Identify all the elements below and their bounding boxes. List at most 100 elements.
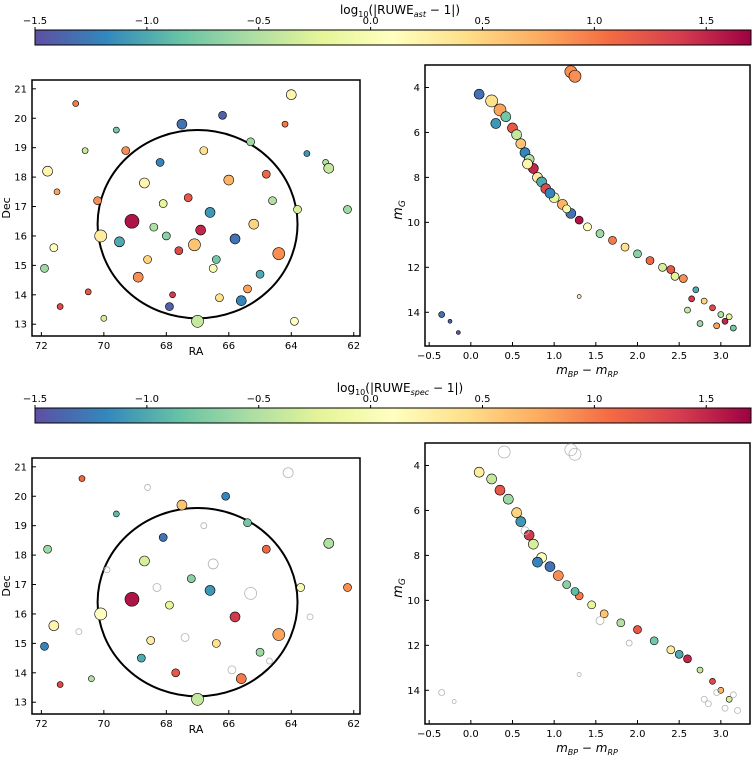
star-marker — [174, 246, 184, 255]
star-marker — [261, 169, 271, 179]
x-tick-label: 1.5 — [588, 351, 604, 362]
star-marker-faded — [103, 566, 111, 574]
star-marker — [447, 318, 453, 324]
star-marker — [212, 639, 221, 648]
cmd-plot-ast-ylabel: mG — [391, 200, 408, 220]
star-marker — [176, 118, 188, 130]
star-marker — [48, 620, 60, 632]
star-marker — [674, 650, 684, 659]
star-marker — [176, 499, 188, 511]
x-tick-label: 0.5 — [505, 351, 521, 362]
star-marker — [595, 229, 605, 238]
x-tick-label: 62 — [347, 719, 360, 730]
star-marker-faded — [207, 558, 219, 570]
star-marker-faded — [451, 699, 457, 704]
star-marker — [53, 188, 61, 196]
y-tick-label: 14 — [14, 668, 27, 679]
star-marker — [162, 231, 171, 241]
star-marker — [191, 692, 204, 706]
star-marker — [343, 205, 352, 214]
star-marker — [649, 636, 659, 646]
colorbar-tick-label: 0.0 — [363, 16, 379, 27]
star-marker — [725, 313, 733, 321]
colorbar-ruwe-spec-bar — [34, 407, 752, 424]
star-marker — [570, 587, 580, 596]
star-marker — [93, 196, 102, 205]
star-marker — [78, 475, 86, 482]
star-marker — [215, 293, 224, 303]
star-marker — [235, 673, 247, 684]
star-marker — [84, 288, 92, 296]
star-marker — [204, 207, 216, 218]
star-marker — [721, 317, 729, 325]
colorbar-tick-label: 0.5 — [475, 16, 491, 27]
star-marker — [248, 218, 260, 230]
star-marker — [658, 263, 667, 272]
star-marker — [343, 583, 352, 592]
sky-plot-ast-ylabel: Dec — [0, 197, 13, 218]
y-tick-label: 15 — [14, 639, 27, 650]
x-tick-label: 66 — [222, 719, 235, 730]
sky-plot-spec-xlabel: RA — [189, 723, 204, 736]
star-marker-faded — [244, 586, 258, 600]
star-marker — [688, 295, 695, 303]
colorbar-tick-label: 1.0 — [586, 16, 602, 27]
x-tick-label: 68 — [160, 719, 173, 730]
sky-plot-spec-frame — [31, 457, 361, 715]
star-marker — [72, 100, 80, 107]
y-tick-label: 8 — [414, 551, 420, 562]
colorbar-ruwe-spec: log10(|RUWEspec − 1|) −1.5 −1.0 −0.5 0.0 0.5… — [23, 381, 752, 424]
star-marker — [187, 574, 196, 583]
star-marker — [146, 636, 156, 645]
x-tick-label: 2.0 — [630, 351, 646, 362]
y-tick-label: 14 — [407, 686, 420, 697]
star-marker — [303, 150, 311, 157]
y-tick-label: 8 — [414, 173, 420, 184]
star-marker — [608, 236, 617, 245]
star-marker — [438, 311, 445, 318]
y-tick-label: 14 — [407, 308, 420, 319]
star-marker — [208, 264, 218, 273]
star-marker — [124, 213, 140, 229]
star-marker — [49, 243, 59, 253]
colorbar-tick-label: −1.5 — [23, 16, 47, 27]
y-tick-label: 12 — [407, 641, 420, 652]
star-marker-faded — [568, 447, 582, 461]
star-marker — [272, 628, 286, 641]
star-marker — [666, 265, 676, 274]
star-marker — [696, 320, 704, 327]
star-marker-faded — [180, 633, 190, 642]
x-tick-label: 1.0 — [546, 729, 562, 740]
sky-plot-ast: 72 70 68 66 64 62 13 14 15 16 17 18 19 20 21 RA Dec — [0, 79, 361, 358]
star-marker — [473, 88, 485, 100]
y-tick-label: 13 — [14, 320, 27, 331]
star-marker — [700, 297, 708, 305]
star-marker — [246, 137, 255, 147]
star-marker — [235, 295, 247, 306]
colorbar-tick-label: 1.5 — [698, 16, 714, 27]
star-marker — [204, 585, 216, 596]
star-marker — [229, 233, 241, 245]
star-marker — [124, 591, 140, 607]
star-marker — [293, 205, 302, 214]
cmd-plot-ast: −0.5 0.0 0.5 1.0 1.5 2.0 2.5 3.0 4 6 8 10 12 14 mBP −… — [391, 64, 751, 379]
star-marker — [692, 286, 700, 294]
x-tick-label: 3.0 — [713, 351, 729, 362]
star-marker-faded — [200, 522, 208, 530]
colorbar-tick-label: −0.5 — [247, 394, 271, 405]
y-tick-label: 21 — [14, 84, 27, 95]
star-marker-faded — [729, 691, 737, 699]
x-tick-label: 2.0 — [630, 729, 646, 740]
star-marker — [212, 255, 221, 264]
star-marker — [188, 238, 201, 252]
sky-plot-ast-frame — [31, 79, 361, 337]
star-marker — [171, 668, 180, 678]
star-marker — [645, 256, 655, 265]
star-marker-faded — [282, 467, 294, 479]
colorbar-tick-label: −0.5 — [247, 16, 271, 27]
star-marker — [223, 174, 235, 186]
colorbar-tick-label: 0.5 — [475, 394, 491, 405]
star-marker — [137, 653, 146, 663]
y-tick-label: 10 — [407, 596, 420, 607]
y-tick-label: 16 — [14, 609, 27, 620]
